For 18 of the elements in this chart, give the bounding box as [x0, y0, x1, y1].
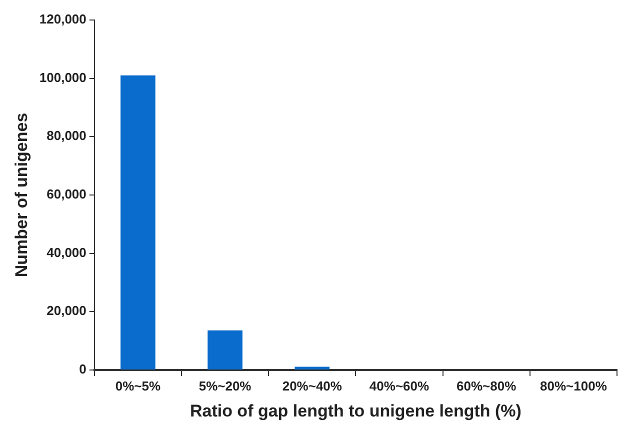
x-tick-label: 0%~5%	[115, 378, 161, 394]
x-tick-label: 60%~80%	[456, 378, 517, 394]
y-tick-label: 120,000	[39, 12, 86, 27]
x-tick-label: 40%~60%	[369, 378, 430, 394]
x-axis-title: Ratio of gap length to unigene length (%)	[190, 401, 522, 420]
y-tick-label: 80,000	[46, 128, 86, 144]
y-tick-label: 20,000	[46, 303, 86, 318]
bar	[120, 75, 156, 370]
x-tick-label: 20%~40%	[282, 378, 342, 394]
y-tick-label: 60,000	[46, 186, 86, 202]
bar	[208, 330, 242, 370]
x-tick-label: 80%~100%	[540, 378, 608, 394]
y-tick-label: 0	[79, 362, 86, 377]
y-axis-title: Number of unigenes	[12, 112, 31, 278]
y-tick-label: 100,000	[39, 70, 86, 85]
bar	[294, 366, 330, 370]
x-tick-label: 5%~20%	[198, 378, 252, 394]
y-tick-label: 40,000	[46, 244, 86, 260]
